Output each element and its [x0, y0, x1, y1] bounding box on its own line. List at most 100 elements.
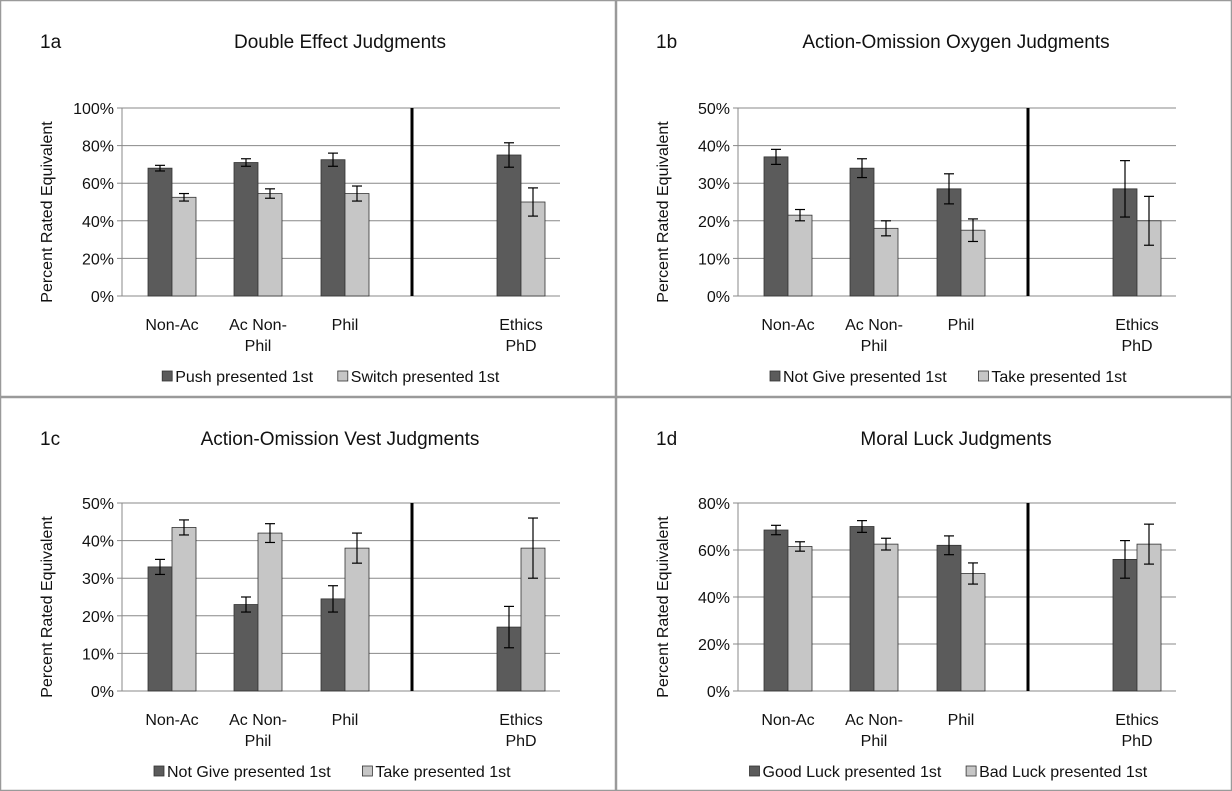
- chart-title: Action-Omission Vest Judgments: [201, 429, 480, 450]
- legend-label: Bad Luck presented 1st: [979, 764, 1148, 781]
- bar: [849, 167, 875, 297]
- x-tick-label: Ac Non-: [845, 712, 903, 729]
- bar: [171, 527, 197, 692]
- legend-swatch: [977, 370, 989, 382]
- bar: [960, 573, 986, 692]
- panel-border: [0, 0, 617, 398]
- y-tick-label: 80%: [82, 139, 114, 156]
- legend-label: Not Give presented 1st: [167, 764, 331, 781]
- bar: [1112, 558, 1138, 692]
- panel-label: 1d: [656, 429, 677, 450]
- x-tick-label: PhD: [1121, 733, 1152, 750]
- bar: [873, 543, 899, 692]
- y-tick-label: 20%: [698, 214, 730, 231]
- y-tick-label: 20%: [82, 251, 114, 268]
- y-tick-label: 20%: [82, 609, 114, 626]
- legend-label: Take presented 1st: [991, 369, 1127, 386]
- legend-swatch: [749, 765, 760, 777]
- x-tick-label: Phil: [332, 712, 359, 729]
- chart-panel-1d: 1d Moral Luck Judgments 0% 20% 40% 60% 80% Perc…: [655, 429, 1176, 781]
- x-tick-label: Ac Non-: [845, 317, 903, 334]
- legend-swatch: [769, 370, 781, 382]
- x-tick-label: Ethics: [1115, 712, 1159, 729]
- x-tick-label: Non-Ac: [761, 712, 814, 729]
- y-axis-label: Percent Rated Equivalent: [39, 121, 56, 303]
- x-tick-label: Phil: [245, 733, 272, 750]
- legend-label: Push presented 1st: [175, 369, 313, 386]
- bar: [787, 546, 813, 692]
- bar: [147, 167, 173, 297]
- y-tick-label: 40%: [82, 534, 114, 551]
- y-tick-label: 10%: [698, 251, 730, 268]
- bar: [233, 162, 259, 297]
- chart-title: Action-Omission Oxygen Judgments: [802, 32, 1109, 53]
- y-tick-label: 0%: [707, 684, 730, 701]
- y-axis-label: Percent Rated Equivalent: [655, 516, 672, 698]
- legend-label: Switch presented 1st: [351, 369, 500, 386]
- bar: [496, 154, 522, 297]
- y-tick-label: 10%: [82, 646, 114, 663]
- x-tick-label: PhD: [505, 338, 536, 355]
- y-tick-label: 100%: [73, 101, 114, 118]
- legend-swatch: [337, 370, 349, 382]
- x-tick-label: Ac Non-: [229, 712, 287, 729]
- chart-panel-1b: 1b Action-Omission Oxygen Judgments 0% 10% 2…: [655, 32, 1176, 386]
- y-tick-label: 60%: [82, 176, 114, 193]
- x-tick-label: Phil: [948, 317, 975, 334]
- bar: [873, 227, 899, 297]
- y-tick-label: 0%: [707, 289, 730, 306]
- x-tick-label: PhD: [1121, 338, 1152, 355]
- x-tick-label: Ac Non-: [229, 317, 287, 334]
- y-tick-label: 40%: [82, 214, 114, 231]
- x-tick-label: Non-Ac: [145, 317, 198, 334]
- y-tick-label: 0%: [91, 684, 114, 701]
- chart-panel-1a: 1a Double Effect Judgments 0% 20% 40% 60% 80% 1…: [39, 32, 560, 386]
- y-axis-label: Percent Rated Equivalent: [655, 121, 672, 303]
- chart-panel-1c: 1c Action-Omission Vest Judgments 0% 10% 20%…: [39, 429, 560, 781]
- bar: [344, 193, 370, 297]
- legend-swatch: [161, 370, 173, 382]
- y-tick-label: 50%: [82, 496, 114, 513]
- legend-swatch: [361, 765, 373, 777]
- bar: [763, 529, 789, 692]
- legend-label: Take presented 1st: [375, 764, 511, 781]
- x-tick-label: Phil: [245, 338, 272, 355]
- legend-label: Good Luck presented 1st: [763, 764, 942, 781]
- bar: [257, 193, 283, 297]
- y-tick-label: 0%: [91, 289, 114, 306]
- panel-label: 1c: [40, 429, 60, 450]
- bar: [763, 156, 789, 297]
- x-tick-label: PhD: [505, 733, 536, 750]
- bar: [849, 526, 875, 692]
- chart-title: Moral Luck Judgments: [860, 429, 1051, 450]
- bar: [1136, 543, 1162, 692]
- bar: [936, 188, 962, 297]
- bar: [320, 598, 346, 692]
- bar: [520, 201, 546, 297]
- y-tick-label: 30%: [698, 176, 730, 193]
- legend-label: Not Give presented 1st: [783, 369, 947, 386]
- bar: [147, 566, 173, 692]
- x-tick-label: Ethics: [499, 317, 543, 334]
- y-tick-label: 40%: [698, 139, 730, 156]
- y-tick-label: 60%: [698, 543, 730, 560]
- x-tick-label: Phil: [861, 338, 888, 355]
- bar: [233, 604, 259, 692]
- bar: [344, 547, 370, 692]
- y-tick-label: 50%: [698, 101, 730, 118]
- x-tick-label: Ethics: [1115, 317, 1159, 334]
- legend-swatch: [153, 765, 165, 777]
- bar: [320, 159, 346, 297]
- legend-swatch: [965, 765, 977, 777]
- panel-label: 1b: [656, 32, 677, 53]
- y-tick-label: 20%: [698, 637, 730, 654]
- bar: [936, 544, 962, 692]
- x-tick-label: Phil: [861, 733, 888, 750]
- panel-label: 1a: [40, 32, 62, 53]
- y-tick-label: 30%: [82, 571, 114, 588]
- y-tick-label: 80%: [698, 496, 730, 513]
- chart-title: Double Effect Judgments: [234, 32, 446, 53]
- x-tick-label: Ethics: [499, 712, 543, 729]
- y-tick-label: 40%: [698, 590, 730, 607]
